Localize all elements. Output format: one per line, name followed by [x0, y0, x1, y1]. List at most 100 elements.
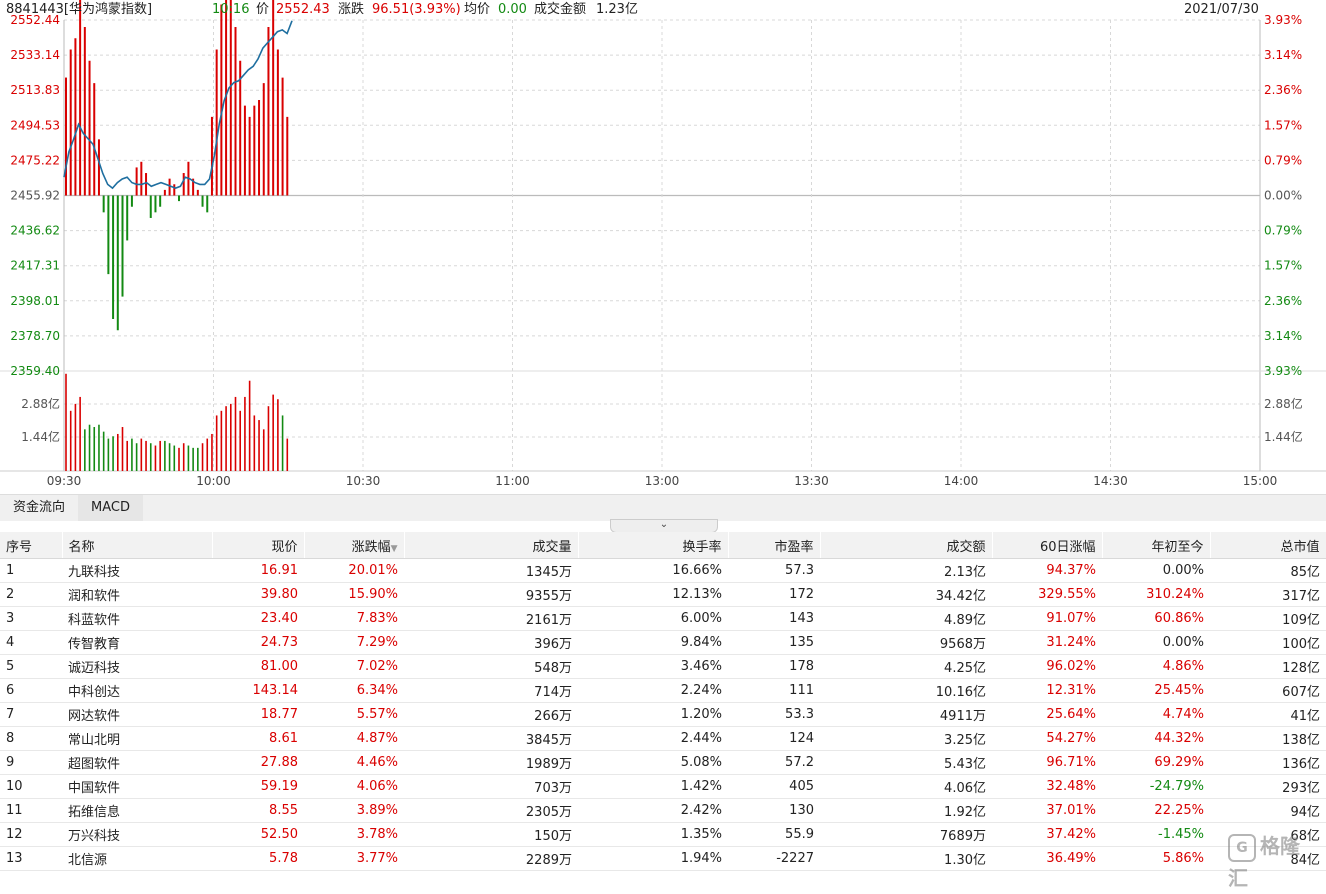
cell-ytd: 0.00% — [1102, 558, 1210, 583]
y-tick-label-left: 2398.01 — [10, 294, 60, 308]
cell-amount: 4.25亿 — [820, 654, 992, 679]
cell-market-cap: 109亿 — [1210, 606, 1326, 631]
table-row[interactable]: 4 传智教育 24.73 7.29% 396万 9.84% 135 9568万 31.24% 0.… — [0, 630, 1326, 655]
cell-price: 27.88 — [212, 750, 304, 775]
cell-volume: 703万 — [404, 774, 578, 799]
col-header-market-cap[interactable]: 总市值 — [1210, 532, 1326, 559]
cell-pe: 135 — [728, 630, 820, 655]
col-header-name[interactable]: 名称 — [62, 532, 213, 559]
col-header-index[interactable]: 序号 — [0, 532, 63, 559]
cell-name: 科蓝软件 — [62, 606, 212, 631]
cell-index: 6 — [0, 678, 62, 703]
table-row[interactable]: 3 科蓝软件 23.40 7.83% 2161万 6.00% 143 4.89亿 91.07% 6… — [0, 606, 1326, 631]
cell-name: 北信源 — [62, 846, 212, 871]
cell-name: 诚迈科技 — [62, 654, 212, 679]
cell-market-cap: 138亿 — [1210, 726, 1326, 751]
cell-turnover-rate: 6.00% — [578, 606, 728, 631]
cell-change-pct: 4.46% — [304, 750, 404, 775]
tab-macd[interactable]: MACD — [78, 495, 143, 521]
x-axis: 09:30 10:00 10:30 11:00 13:00 13:30 14:00 14:30… — [47, 474, 1278, 488]
cell-index: 12 — [0, 822, 62, 847]
cell-index: 9 — [0, 750, 62, 775]
cell-60d-change: 12.31% — [992, 678, 1102, 703]
cell-price: 23.40 — [212, 606, 304, 631]
cell-amount: 4911万 — [820, 702, 992, 727]
intraday-chart: 2552.44 2533.14 2513.83 2494.53 2475.22 2455.… — [0, 0, 1326, 488]
cell-change-pct: 4.06% — [304, 774, 404, 799]
col-header-ytd[interactable]: 年初至今 — [1102, 532, 1211, 559]
table-row[interactable]: 5 诚迈科技 81.00 7.02% 548万 3.46% 178 4.25亿 96.02% 4.… — [0, 654, 1326, 679]
cell-price: 8.61 — [212, 726, 304, 751]
cell-pe: 172 — [728, 582, 820, 607]
cell-60d-change: 32.48% — [992, 774, 1102, 799]
col-header-pe[interactable]: 市盈率 — [728, 532, 821, 559]
cell-change-pct: 3.77% — [304, 846, 404, 871]
cell-pe: -2227 — [728, 846, 820, 871]
cell-pe: 55.9 — [728, 822, 820, 847]
col-header-price[interactable]: 现价 — [212, 532, 305, 559]
table-row[interactable]: 6 中科创达 143.14 6.34% 714万 2.24% 111 10.16亿 12.31%… — [0, 678, 1326, 703]
cell-name: 拓维信息 — [62, 798, 212, 823]
cell-index: 11 — [0, 798, 62, 823]
table-row[interactable]: 13 北信源 5.78 3.77% 2289万 1.94% -2227 1.30亿 36.49%… — [0, 846, 1326, 871]
x-tick-label: 10:00 — [196, 474, 231, 488]
cell-pe: 57.3 — [728, 558, 820, 583]
table-row[interactable]: 12 万兴科技 52.50 3.78% 150万 1.35% 55.9 7689万 37.42%… — [0, 822, 1326, 847]
table-row[interactable]: 8 常山北明 8.61 4.87% 3845万 2.44% 124 3.25亿 54.27% 44… — [0, 726, 1326, 751]
cell-name: 常山北明 — [62, 726, 212, 751]
table-row[interactable]: 7 网达软件 18.77 5.57% 266万 1.20% 53.3 4911万 25.64% 4… — [0, 702, 1326, 727]
cell-volume: 150万 — [404, 822, 578, 847]
cell-pe: 130 — [728, 798, 820, 823]
table-row[interactable]: 9 超图软件 27.88 4.46% 1989万 5.08% 57.2 5.43亿 96.71%… — [0, 750, 1326, 775]
cell-index: 4 — [0, 630, 62, 655]
col-header-amount[interactable]: 成交额 — [820, 532, 993, 559]
cell-change-pct: 20.01% — [304, 558, 404, 583]
cell-volume: 2289万 — [404, 846, 578, 871]
x-tick-label: 09:30 — [47, 474, 82, 488]
x-tick-label: 14:30 — [1093, 474, 1128, 488]
x-tick-label: 10:30 — [346, 474, 381, 488]
cell-volume: 9355万 — [404, 582, 578, 607]
cell-ytd: 22.25% — [1102, 798, 1210, 823]
cell-market-cap: 293亿 — [1210, 774, 1326, 799]
tab-fund-flow[interactable]: 资金流向 — [13, 500, 66, 515]
y-tick-label-left: 2417.31 — [10, 259, 60, 273]
y-tick-label-right: 3.93% — [1264, 13, 1302, 27]
cell-turnover-rate: 2.24% — [578, 678, 728, 703]
cell-price: 5.78 — [212, 846, 304, 871]
cell-change-pct: 3.78% — [304, 822, 404, 847]
cell-change-pct: 7.83% — [304, 606, 404, 631]
cell-volume: 266万 — [404, 702, 578, 727]
col-header-volume[interactable]: 成交量 — [404, 532, 579, 559]
cell-volume: 2161万 — [404, 606, 578, 631]
watermark: G 格隆汇 — [1228, 830, 1318, 890]
table-row[interactable]: 10 中国软件 59.19 4.06% 703万 1.42% 405 4.06亿 32.48% -… — [0, 774, 1326, 799]
cell-volume: 714万 — [404, 678, 578, 703]
table-row[interactable]: 2 润和软件 39.80 15.90% 9355万 12.13% 172 34.42亿 329.… — [0, 582, 1326, 607]
cell-ytd: 0.00% — [1102, 630, 1210, 655]
cell-ytd: -24.79% — [1102, 774, 1210, 799]
cell-amount: 1.92亿 — [820, 798, 992, 823]
y-tick-label-right: 1.57% — [1264, 259, 1302, 273]
cell-index: 7 — [0, 702, 62, 727]
cell-pe: 178 — [728, 654, 820, 679]
table-row[interactable]: 11 拓维信息 8.55 3.89% 2305万 2.42% 130 1.92亿 37.01% 2… — [0, 798, 1326, 823]
cell-index: 5 — [0, 654, 62, 679]
y-tick-label-left: 2513.83 — [10, 83, 60, 97]
collapse-toggle[interactable]: ⌄ — [610, 519, 718, 533]
col-header-turnover-rate[interactable]: 换手率 — [578, 532, 729, 559]
y-tick-label-left: 2494.53 — [10, 118, 60, 132]
cell-60d-change: 37.01% — [992, 798, 1102, 823]
cell-amount: 34.42亿 — [820, 582, 992, 607]
cell-turnover-rate: 5.08% — [578, 750, 728, 775]
col-header-change-pct[interactable]: 涨跌幅▼ — [304, 532, 405, 559]
cell-turnover-rate: 12.13% — [578, 582, 728, 607]
x-tick-label: 11:00 — [495, 474, 530, 488]
table-row[interactable]: 1 九联科技 16.91 20.01% 1345万 16.66% 57.3 2.13亿 94.3… — [0, 558, 1326, 583]
col-header-60d-change[interactable]: 60日涨幅 — [992, 532, 1103, 559]
cell-ytd: 5.86% — [1102, 846, 1210, 871]
cell-60d-change: 37.42% — [992, 822, 1102, 847]
cell-market-cap: 317亿 — [1210, 582, 1326, 607]
cell-price: 8.55 — [212, 798, 304, 823]
cell-60d-change: 96.71% — [992, 750, 1102, 775]
